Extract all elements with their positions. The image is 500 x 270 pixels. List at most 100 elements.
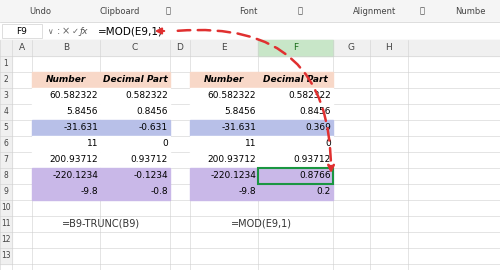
Text: 0.369: 0.369 (305, 123, 331, 133)
Text: 0.8456: 0.8456 (136, 107, 168, 116)
Text: 10: 10 (1, 204, 11, 212)
Text: -0.1234: -0.1234 (134, 171, 168, 181)
Text: 2: 2 (4, 76, 8, 85)
Text: Number: Number (46, 76, 86, 85)
Bar (190, 136, 258, 152)
Text: 60.582322: 60.582322 (208, 92, 256, 100)
Bar (100, 168, 170, 184)
Text: F: F (293, 43, 298, 52)
Text: 200.93712: 200.93712 (208, 156, 256, 164)
Text: 60.582322: 60.582322 (50, 92, 98, 100)
Bar (0, 72, 12, 88)
Bar (258, 184, 333, 200)
Text: Numbe: Numbe (455, 6, 485, 15)
Bar (0, 0, 500, 22)
Text: :: : (56, 26, 59, 36)
Text: 4: 4 (4, 107, 8, 116)
Text: 12: 12 (1, 235, 11, 245)
Text: 0.582322: 0.582322 (125, 92, 168, 100)
Bar (0, 40, 500, 56)
Bar (190, 72, 258, 88)
Bar (258, 40, 333, 56)
Text: ⧧: ⧧ (166, 6, 170, 15)
Text: Undo: Undo (29, 6, 51, 15)
Text: 0.93712: 0.93712 (294, 156, 331, 164)
Text: Alignment: Alignment (354, 6, 397, 15)
Text: 11: 11 (1, 220, 11, 228)
Bar (0, 216, 12, 232)
Bar (100, 152, 170, 168)
Bar (190, 184, 258, 200)
Text: 11: 11 (86, 140, 98, 148)
Text: ×: × (62, 26, 70, 36)
Text: C: C (132, 43, 138, 52)
Bar (258, 136, 333, 152)
Text: 5: 5 (4, 123, 8, 133)
Bar (0, 152, 12, 168)
Text: =B9-TRUNC(B9): =B9-TRUNC(B9) (62, 219, 140, 229)
Bar (32, 104, 100, 120)
Text: ✓: ✓ (72, 26, 78, 35)
Bar (100, 184, 170, 200)
Bar (100, 120, 170, 136)
Text: 0.582322: 0.582322 (288, 92, 331, 100)
Bar (190, 104, 258, 120)
Text: -31.631: -31.631 (221, 123, 256, 133)
Bar (258, 152, 333, 168)
Bar (258, 120, 333, 136)
Bar (190, 120, 258, 136)
Text: -9.8: -9.8 (80, 187, 98, 197)
Bar (0, 56, 12, 72)
Bar (0, 104, 12, 120)
Text: 6: 6 (4, 140, 8, 148)
Text: 0: 0 (325, 140, 331, 148)
Bar (0, 184, 12, 200)
Text: -31.631: -31.631 (63, 123, 98, 133)
Bar (0, 232, 12, 248)
Bar (32, 120, 100, 136)
Text: Number: Number (204, 76, 244, 85)
Text: 0.93712: 0.93712 (131, 156, 168, 164)
Text: -220.1234: -220.1234 (52, 171, 98, 181)
Bar (190, 88, 258, 104)
Text: Clipboard: Clipboard (100, 6, 140, 15)
Text: D: D (176, 43, 184, 52)
Text: ƒx: ƒx (80, 26, 88, 35)
Text: 0.8456: 0.8456 (300, 107, 331, 116)
Text: A: A (19, 43, 25, 52)
Bar (32, 184, 100, 200)
Text: 0: 0 (162, 140, 168, 148)
FancyArrowPatch shape (178, 30, 334, 170)
Text: 13: 13 (1, 251, 11, 261)
Bar (258, 88, 333, 104)
Bar (258, 168, 333, 184)
Bar (32, 72, 100, 88)
Text: =MOD(E9,1): =MOD(E9,1) (231, 219, 292, 229)
Bar (0, 120, 12, 136)
Text: -220.1234: -220.1234 (210, 171, 256, 181)
Text: ⧧: ⧧ (298, 6, 302, 15)
Text: Decimal Part: Decimal Part (102, 76, 168, 85)
Bar (32, 136, 100, 152)
Text: Font: Font (239, 6, 257, 15)
Bar (258, 168, 333, 184)
Text: =MOD(E9,1): =MOD(E9,1) (98, 26, 163, 36)
Text: G: G (348, 43, 355, 52)
Bar (32, 152, 100, 168)
Text: -0.631: -0.631 (139, 123, 168, 133)
Text: ⧧: ⧧ (420, 6, 424, 15)
Text: -9.8: -9.8 (238, 187, 256, 197)
Text: -0.8: -0.8 (150, 187, 168, 197)
Text: 5.8456: 5.8456 (224, 107, 256, 116)
Bar (190, 168, 258, 184)
Text: H: H (386, 43, 392, 52)
Text: 0.2: 0.2 (317, 187, 331, 197)
Text: 5.8456: 5.8456 (66, 107, 98, 116)
Text: 8: 8 (4, 171, 8, 181)
Bar (190, 152, 258, 168)
Bar (2, 24, 42, 38)
Bar (258, 72, 333, 88)
Bar (0, 40, 500, 270)
Text: 200.93712: 200.93712 (50, 156, 98, 164)
Bar (100, 72, 170, 88)
